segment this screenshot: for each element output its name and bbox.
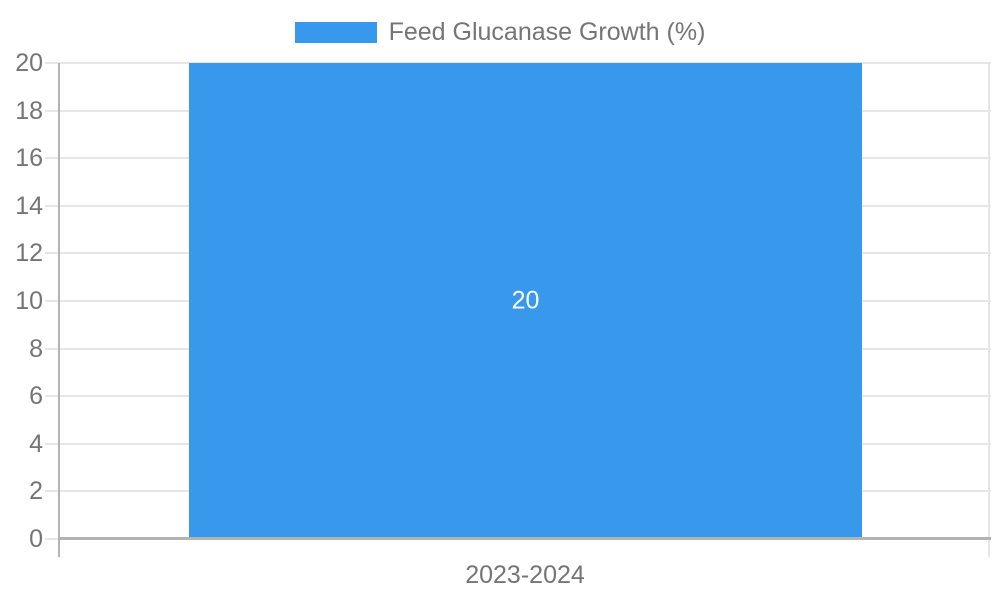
- bar-2023-2024[interactable]: 20: [189, 63, 862, 539]
- x-axis-baseline: [59, 537, 991, 540]
- y-axis-tick-label-4: 4: [29, 429, 43, 458]
- y-axis-tick-label-0: 0: [29, 525, 43, 553]
- y-axis-tick-label-6: 6: [29, 382, 43, 411]
- y-axis-tick-mark: [45, 109, 59, 112]
- y-axis-tick-label-10: 10: [15, 287, 43, 315]
- y-axis-tick-mark: [45, 442, 59, 445]
- y-axis-tick-label-8: 8: [29, 334, 43, 363]
- bar-value-label: 20: [511, 286, 540, 315]
- plot-area: 20: [59, 62, 991, 540]
- y-axis-tick-label-12: 12: [15, 239, 43, 268]
- x-axis-tick-label: 2023-2024: [465, 561, 585, 589]
- y-axis-tick-label-2: 2: [29, 477, 43, 506]
- y-axis-tick-mark: [45, 538, 59, 540]
- y-axis-tick-mark: [45, 490, 59, 493]
- y-axis-tick-label-18: 18: [15, 96, 43, 125]
- y-axis-tick-mark: [45, 62, 59, 64]
- plot-right-border: [988, 63, 990, 557]
- legend: Feed Glucanase Growth (%): [0, 18, 1000, 47]
- y-axis-tick-mark: [45, 395, 59, 398]
- legend-swatch: [294, 22, 377, 43]
- y-axis-tick-label-14: 14: [15, 191, 43, 220]
- legend-label: Feed Glucanase Growth (%): [388, 18, 706, 46]
- y-axis-tick-label-20: 20: [15, 49, 43, 77]
- y-axis-tick-mark: [45, 204, 59, 207]
- y-axis-tick-mark: [45, 300, 59, 302]
- y-axis-tick-label-16: 16: [15, 144, 43, 173]
- y-axis-tick-mark: [45, 157, 59, 160]
- y-axis-line: [58, 63, 60, 557]
- y-axis-tick-mark: [45, 252, 59, 255]
- y-axis-tick-mark: [45, 347, 59, 350]
